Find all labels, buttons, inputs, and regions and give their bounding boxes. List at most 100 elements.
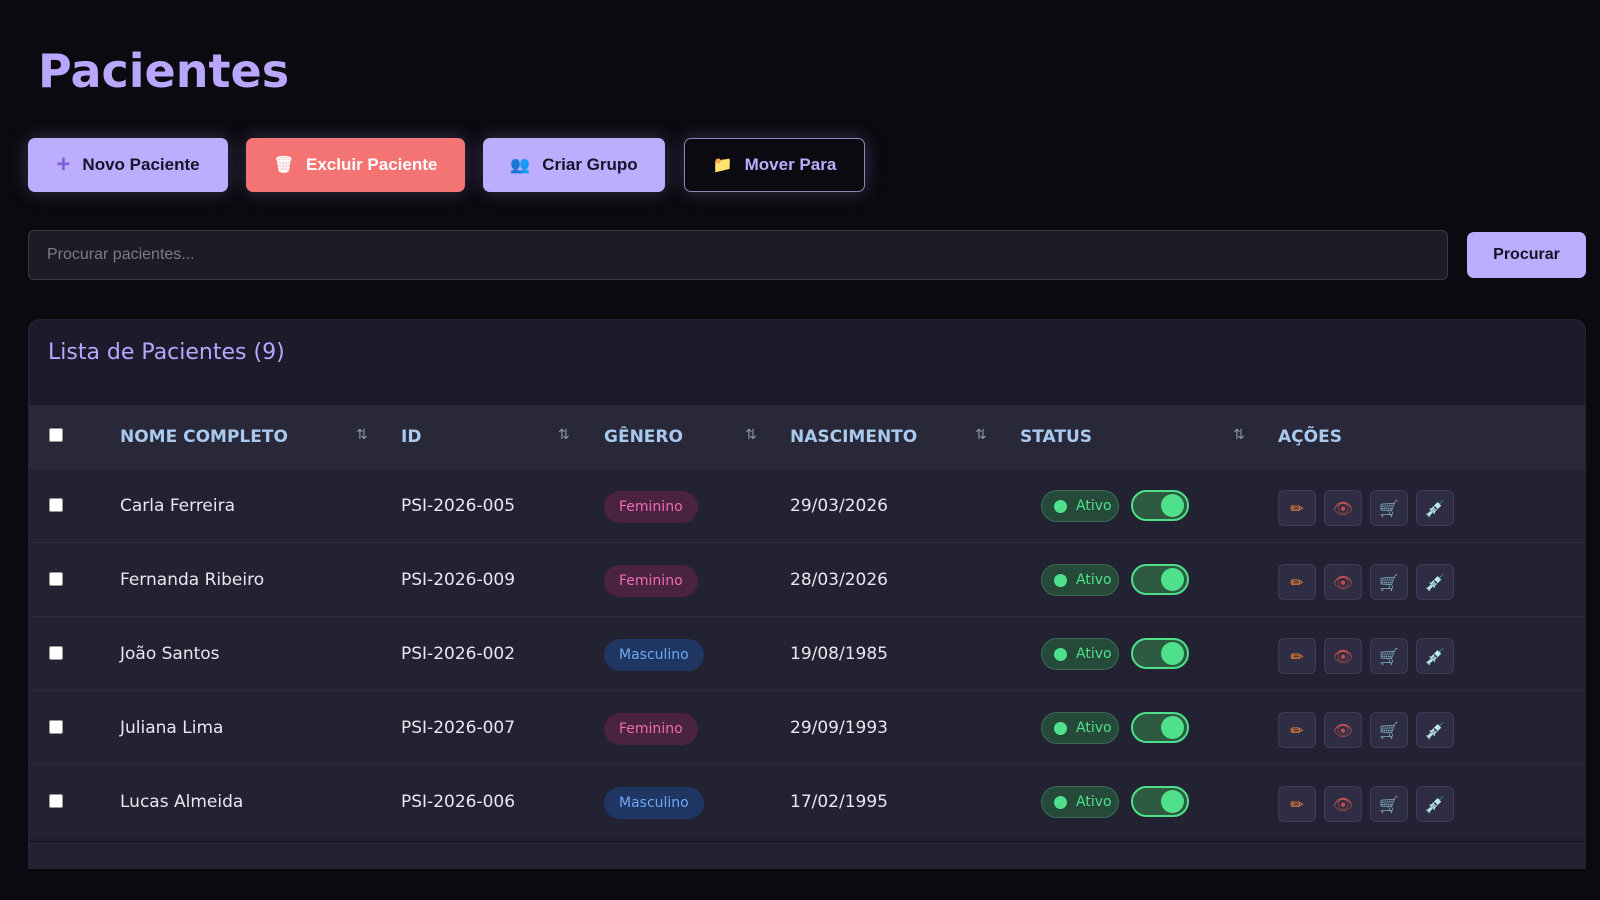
col-status[interactable]: STATUS <box>1020 427 1093 447</box>
row-checkbox[interactable] <box>49 646 63 660</box>
edit-icon: ✏ <box>1290 794 1304 814</box>
sort-icon[interactable]: ⇅ <box>975 427 987 443</box>
trash-icon: 🗑 <box>273 157 294 174</box>
status-toggle[interactable] <box>1131 490 1189 521</box>
select-all-checkbox[interactable] <box>49 428 63 442</box>
syringe-icon: 💉 <box>1425 646 1445 666</box>
status-toggle[interactable] <box>1131 712 1189 743</box>
view-button[interactable]: 👁 <box>1324 564 1362 600</box>
gender-badge: Masculino <box>604 787 704 819</box>
row-checkbox[interactable] <box>49 572 63 586</box>
move-to-label: Mover Para <box>744 155 837 174</box>
table-row: Juliana Lima PSI-2026-007 Feminino 29/09… <box>29 690 1585 765</box>
birth-date: 17/02/1995 <box>790 792 888 812</box>
status-toggle[interactable] <box>1131 564 1189 595</box>
syringe-button[interactable]: 💉 <box>1416 786 1454 822</box>
status-badge: Ativo <box>1041 564 1119 596</box>
table-row: Fernanda Ribeiro PSI-2026-009 Feminino 2… <box>29 542 1585 617</box>
view-button[interactable]: 👁 <box>1324 712 1362 748</box>
view-button[interactable]: 👁 <box>1324 786 1362 822</box>
status-badge: Ativo <box>1041 786 1119 818</box>
status-toggle[interactable] <box>1131 638 1189 669</box>
col-gender[interactable]: GÊNERO <box>604 427 683 447</box>
status-badge: Ativo <box>1041 490 1119 522</box>
sort-icon[interactable]: ⇅ <box>745 427 757 443</box>
create-group-button[interactable]: 👥 Criar Grupo <box>483 138 665 192</box>
folder-icon: 📁 <box>712 157 733 174</box>
sort-icon[interactable]: ⇅ <box>558 427 570 443</box>
syringe-button[interactable]: 💉 <box>1416 490 1454 526</box>
status-badge: Ativo <box>1041 638 1119 670</box>
patient-name[interactable]: Carla Ferreira <box>120 496 236 516</box>
status-toggle[interactable] <box>1131 786 1189 817</box>
cart-icon: 🛒 <box>1379 720 1399 740</box>
gender-badge: Feminino <box>604 491 698 523</box>
patient-id: PSI-2026-005 <box>401 496 516 516</box>
cart-button[interactable]: 🛒 <box>1370 712 1408 748</box>
syringe-icon: 💉 <box>1425 572 1445 592</box>
cart-icon: 🛒 <box>1379 498 1399 518</box>
birth-date: 29/09/1993 <box>790 718 888 738</box>
sort-icon[interactable]: ⇅ <box>356 427 368 443</box>
gender-badge: Feminino <box>604 565 698 597</box>
cart-button[interactable]: 🛒 <box>1370 638 1408 674</box>
birth-date: 28/03/2026 <box>790 570 888 590</box>
table-row-partial <box>29 843 1585 868</box>
plus-icon: + <box>56 151 71 178</box>
birth-date: 29/03/2026 <box>790 496 888 516</box>
edit-button[interactable]: ✏ <box>1278 564 1316 600</box>
cart-button[interactable]: 🛒 <box>1370 564 1408 600</box>
edit-icon: ✏ <box>1290 498 1304 518</box>
users-icon: 👥 <box>510 157 531 174</box>
table-row: Lucas Almeida PSI-2026-006 Masculino 17/… <box>29 764 1585 839</box>
patient-id: PSI-2026-006 <box>401 792 516 812</box>
gender-badge: Feminino <box>604 713 698 745</box>
table-header: NOME COMPLETO ⇅ ID ⇅ GÊNERO ⇅ NASCIMENTO… <box>29 405 1585 468</box>
col-birth[interactable]: NASCIMENTO <box>790 427 918 447</box>
view-icon: 👁 <box>1332 794 1354 814</box>
edit-button[interactable]: ✏ <box>1278 712 1316 748</box>
delete-patient-button[interactable]: 🗑 Excluir Paciente <box>246 138 465 192</box>
syringe-button[interactable]: 💉 <box>1416 638 1454 674</box>
edit-button[interactable]: ✏ <box>1278 638 1316 674</box>
syringe-icon: 💉 <box>1425 794 1445 814</box>
edit-icon: ✏ <box>1290 646 1304 666</box>
list-title: Lista de Pacientes (9) <box>48 340 285 365</box>
cart-button[interactable]: 🛒 <box>1370 786 1408 822</box>
col-id[interactable]: ID <box>401 427 422 447</box>
patient-name[interactable]: João Santos <box>120 644 220 664</box>
patient-name[interactable]: Lucas Almeida <box>120 792 244 812</box>
cart-button[interactable]: 🛒 <box>1370 490 1408 526</box>
status-badge: Ativo <box>1041 712 1119 744</box>
row-checkbox[interactable] <box>49 498 63 512</box>
table-row: Carla Ferreira PSI-2026-005 Feminino 29/… <box>29 468 1585 543</box>
edit-button[interactable]: ✏ <box>1278 490 1316 526</box>
patient-name[interactable]: Fernanda Ribeiro <box>120 570 265 590</box>
delete-patient-label: Excluir Paciente <box>305 155 438 174</box>
patient-list-card: Lista de Pacientes (9) NOME COMPLETO ⇅ I… <box>28 319 1586 869</box>
birth-date: 19/08/1985 <box>790 644 888 664</box>
edit-icon: ✏ <box>1290 572 1304 592</box>
col-name[interactable]: NOME COMPLETO <box>120 427 288 447</box>
patient-name[interactable]: Juliana Lima <box>120 718 224 738</box>
search-button[interactable]: Procurar <box>1467 232 1586 278</box>
view-icon: 👁 <box>1332 646 1354 666</box>
create-group-label: Criar Grupo <box>542 155 638 174</box>
cart-icon: 🛒 <box>1379 794 1399 814</box>
view-button[interactable]: 👁 <box>1324 490 1362 526</box>
view-button[interactable]: 👁 <box>1324 638 1362 674</box>
syringe-button[interactable]: 💉 <box>1416 712 1454 748</box>
page-title: Pacientes <box>38 44 290 98</box>
view-icon: 👁 <box>1332 720 1354 740</box>
row-checkbox[interactable] <box>49 794 63 808</box>
table-row: João Santos PSI-2026-002 Masculino 19/08… <box>29 616 1585 691</box>
row-checkbox[interactable] <box>49 720 63 734</box>
view-icon: 👁 <box>1332 498 1354 518</box>
move-to-button[interactable]: 📁 Mover Para <box>684 138 865 192</box>
new-patient-label: Novo Paciente <box>82 155 200 174</box>
edit-button[interactable]: ✏ <box>1278 786 1316 822</box>
syringe-button[interactable]: 💉 <box>1416 564 1454 600</box>
search-input[interactable] <box>28 230 1448 280</box>
sort-icon[interactable]: ⇅ <box>1233 427 1245 443</box>
new-patient-button[interactable]: + Novo Paciente <box>28 138 228 192</box>
